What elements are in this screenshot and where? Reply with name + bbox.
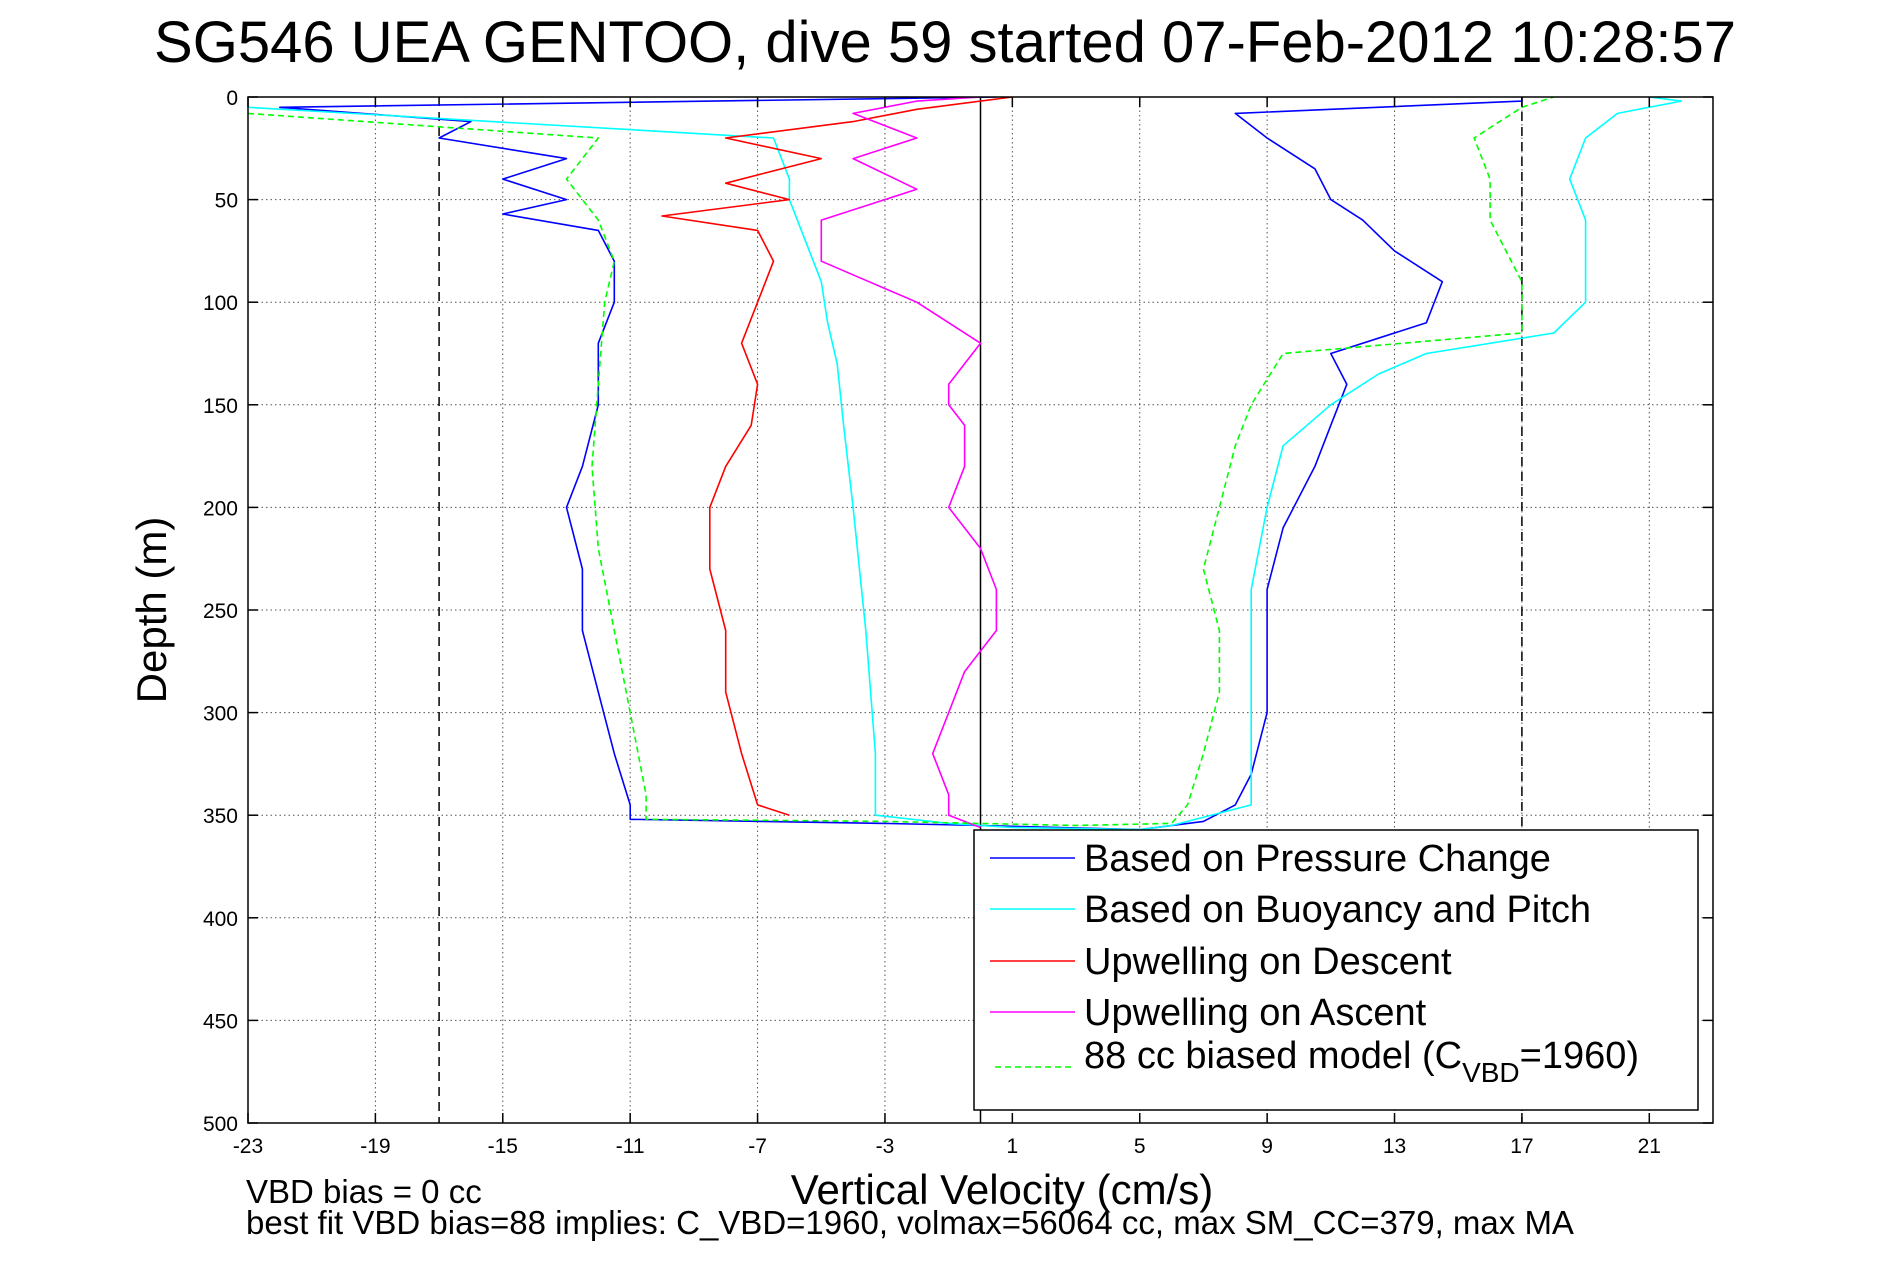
x-tick-label: 13 — [1383, 1135, 1406, 1158]
y-tick-label: 50 — [215, 190, 238, 213]
legend-label-buoyancy-pitch: Based on Buoyancy and Pitch — [1084, 889, 1591, 931]
x-tick-label: 9 — [1261, 1135, 1273, 1158]
y-tick-label: 200 — [203, 497, 238, 520]
series-line-3 — [820, 97, 998, 829]
x-axis-ticks: -23 -19 -15 -11 -7 -3 1 5 9 13 17 21 — [233, 97, 1661, 1158]
y-tick-label: 0 — [226, 87, 238, 110]
x-tick-label: -23 — [233, 1135, 263, 1158]
y-tick-label: 300 — [203, 703, 238, 726]
series-lines — [248, 97, 1682, 831]
y-axis-ticks: 0 50 100 150 200 250 300 350 400 450 500 — [203, 87, 1713, 1136]
series-line-4 — [248, 97, 1555, 827]
legend-label-biased-model: 88 cc biased model (CVBD=1960) — [1084, 1035, 1639, 1088]
x-tick-label: -3 — [876, 1135, 895, 1158]
y-tick-label: 450 — [203, 1010, 238, 1033]
x-tick-label: 1 — [1007, 1135, 1019, 1158]
legend-label-pressure-change: Based on Pressure Change — [1084, 838, 1551, 880]
x-tick-label: 17 — [1510, 1135, 1533, 1158]
legend-box — [973, 829, 1699, 1111]
y-tick-label: 250 — [203, 600, 238, 623]
x-tick-label: -19 — [360, 1135, 390, 1158]
y-tick-label: 400 — [203, 908, 238, 931]
legend-label-biased-model-tail: =1960) — [1520, 1035, 1639, 1077]
y-tick-label: 100 — [203, 292, 238, 315]
chart-title: SG546 UEA GENTOO, dive 59 started 07-Feb… — [154, 10, 1736, 75]
vbd-bias-note: VBD bias = 0 cc — [246, 1173, 482, 1210]
legend-label-upwelling-descent: Upwelling on Descent — [1084, 941, 1452, 983]
y-axis-label: Depth (m) — [128, 517, 175, 704]
series-line-2 — [661, 97, 1013, 816]
legend: Based on Pressure Change Based on Buoyan… — [973, 829, 1699, 1111]
y-tick-label: 350 — [203, 805, 238, 828]
legend-label-biased-model-sub: VBD — [1462, 1057, 1520, 1088]
y-tick-label: 500 — [203, 1113, 238, 1136]
legend-label-upwelling-ascent: Upwelling on Ascent — [1084, 992, 1427, 1034]
x-tick-label: -11 — [616, 1135, 645, 1158]
x-tick-label: 21 — [1638, 1135, 1661, 1158]
x-axis-label: Vertical Velocity (cm/s) — [791, 1166, 1213, 1213]
series-line-1 — [248, 97, 1682, 831]
y-tick-label: 150 — [203, 395, 238, 418]
x-tick-label: -7 — [748, 1135, 767, 1158]
x-tick-label: -15 — [488, 1135, 518, 1158]
best-fit-note: best fit VBD bias=88 implies: C_VBD=1960… — [246, 1204, 1574, 1241]
x-tick-label: 5 — [1134, 1135, 1146, 1158]
legend-label-biased-model-main: 88 cc biased model (C — [1084, 1035, 1462, 1077]
